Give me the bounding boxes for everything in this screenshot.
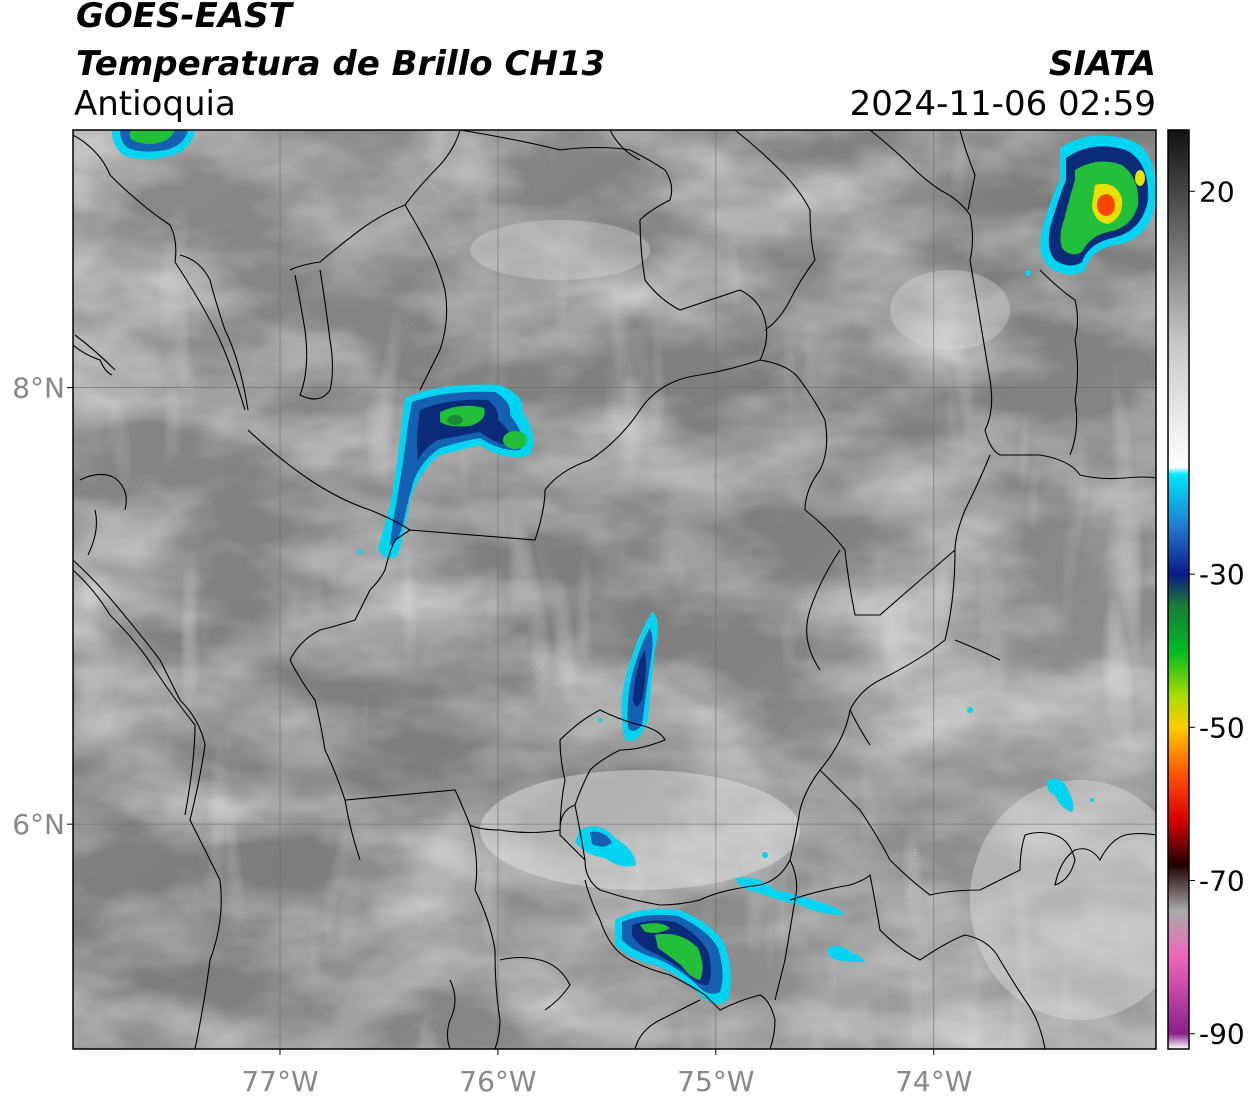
colorbar-tick-label: -70 <box>1199 865 1245 898</box>
colorbar-tick-label: -30 <box>1199 558 1245 591</box>
lat-tick-label: 6°N <box>12 808 65 841</box>
colorbar-tick-label: -90 <box>1199 1018 1245 1051</box>
colorbar: 20 -30 -50 -70 -90 <box>1167 129 1245 1051</box>
product-title: Temperatura de Brillo CH13 <box>76 44 606 84</box>
boundary-lines <box>73 130 1156 1049</box>
colorbar-tick-label: -50 <box>1199 711 1245 744</box>
colorbar-gradient <box>1168 130 1189 1049</box>
lat-tick-label: 8°N <box>12 372 65 405</box>
colorbar-frame <box>1167 129 1190 1050</box>
axis-labels: 77°W 76°W 75°W 74°W 8°N 6°N <box>12 372 972 1098</box>
lon-tick-label: 76°W <box>459 1065 536 1098</box>
organization-label: SIATA <box>1048 44 1156 84</box>
map-frame <box>72 129 1157 1050</box>
lon-tick-label: 77°W <box>241 1065 318 1098</box>
datetime-label: 2024-11-06 02:59 <box>849 84 1156 124</box>
lon-tick-label: 75°W <box>677 1065 754 1098</box>
graticule <box>73 130 1156 1049</box>
map-frame-content <box>73 130 1156 1049</box>
region-label: Antioquia <box>74 84 236 124</box>
satellite-title: GOES-EAST <box>76 0 292 36</box>
lon-tick-label: 74°W <box>895 1065 972 1098</box>
colorbar-ticks: 20 -30 -50 -70 -90 <box>1189 175 1245 1051</box>
convective-cells <box>112 130 1156 1004</box>
colorbar-tick-label: 20 <box>1199 175 1235 208</box>
